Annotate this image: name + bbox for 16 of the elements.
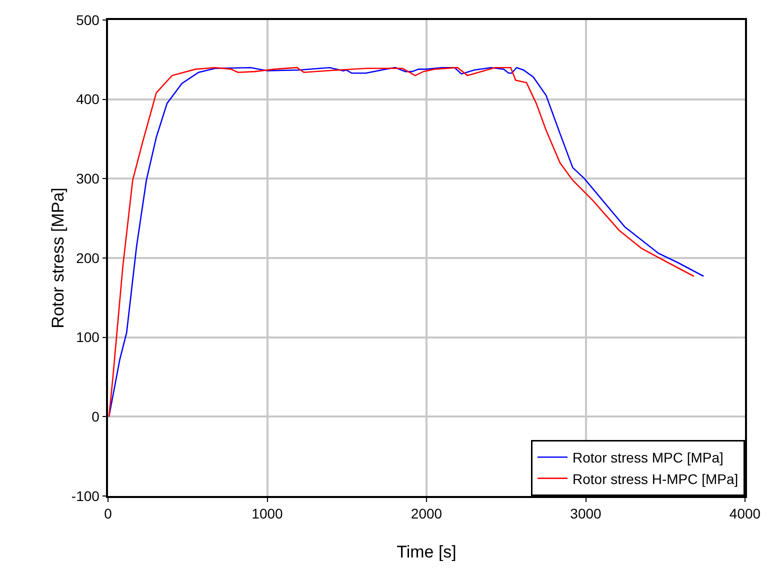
y-tick-label: 0	[92, 408, 100, 425]
x-axis-title: Time [s]	[396, 542, 456, 562]
y-tick-label: -100	[71, 488, 100, 504]
x-tick-label: 1000	[252, 506, 284, 522]
legend-label: Rotor stress H-MPC [MPa]	[572, 470, 738, 487]
x-tick-label: 3000	[570, 506, 602, 522]
y-tick-label: 200	[76, 250, 100, 266]
y-tick-label: 300	[76, 170, 100, 187]
y-tick-label: 500	[76, 12, 100, 28]
y-tick-label: 400	[76, 91, 100, 108]
x-tick-label: 2000	[410, 506, 442, 522]
x-tick-label: 0	[104, 506, 112, 522]
x-tick-label: 4000	[729, 506, 761, 522]
y-tick-label: 100	[76, 329, 100, 346]
y-axis-title: Rotor stress [MPa]	[48, 188, 68, 328]
legend-label: Rotor stress MPC [MPa]	[572, 450, 724, 466]
